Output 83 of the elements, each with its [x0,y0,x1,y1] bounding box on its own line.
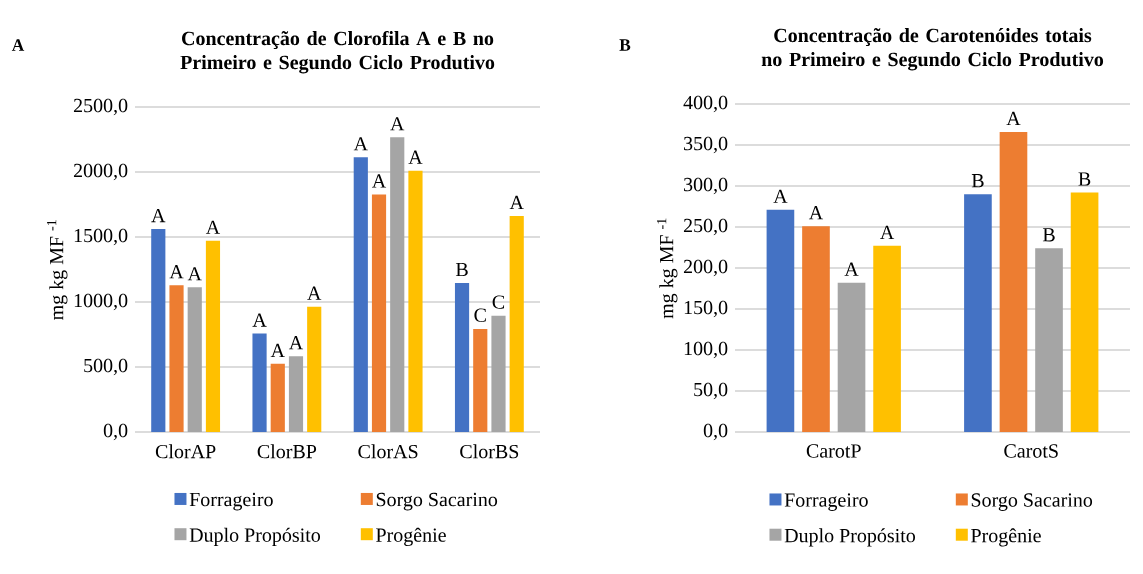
data-label: A [844,262,859,276]
y-axis-title: mg kg MF $^{-1}$ [46,220,68,320]
bar [187,287,202,432]
data-label: A [252,313,267,327]
bar [454,283,470,432]
data-label: B [1078,172,1091,186]
data-label: A [773,189,788,203]
y-tick-label: 350,0 [684,136,728,154]
bar [169,285,184,432]
bar [288,356,304,432]
data-label: A [1006,111,1021,125]
data-label: A [509,195,524,209]
y-tick-label: 100,0 [684,341,728,359]
bar [252,333,267,432]
bar [1035,248,1063,432]
data-label: C [492,295,505,309]
y-tick-label: 1000,0 [74,293,128,311]
legend-label: Duplo Propósito [189,527,321,546]
y-tick-label: 0,0 [103,423,128,441]
x-tick-label: CarotS [1004,444,1058,458]
y-tick-label: 300,0 [684,177,728,195]
bar [307,306,322,432]
bar [353,157,368,432]
chart-title: Concentração de Clorofila A e B no Primeiro e Segundo Ciclo Produtivo [180,30,495,74]
legend-label: Sorgo Sacarino [971,493,1093,511]
bar [802,226,830,432]
bar [491,315,506,432]
data-label: B [455,262,468,277]
data-label: A [187,267,202,281]
chart-title: Concentração de Carotenóides totais no Primeiro e Segundo Ciclo Produtivo [761,28,1104,71]
data-label: A [270,343,285,357]
x-tick-label: ClorAP [155,444,216,459]
legend-label: Forrageiro [784,493,868,511]
y-tick-label: 250,0 [683,218,728,236]
y-axis-title: mg kg MF $^{-1}$ [656,218,678,319]
data-label: B [1042,228,1055,242]
text: A [11,39,25,51]
data-label: A [390,117,405,131]
bar [837,282,866,432]
bar [873,245,901,432]
data-label: A [371,174,387,188]
y-tick-label: 1500,0 [74,228,128,246]
data-label: A [880,225,895,239]
data-label: A [353,137,368,151]
bar [390,137,405,432]
legend-label: Progênie [376,527,446,546]
y-tick-label: 400,0 [683,95,728,113]
x-tick-label: ClorBS [460,444,519,459]
bar [205,240,221,432]
bar [473,328,488,432]
data-label: A [151,208,166,223]
bar [151,229,166,432]
bar [766,209,795,432]
x-tick-label: ClorAS [358,444,418,459]
data-label: A [307,286,322,300]
bar [1070,192,1099,432]
legend-label: Sorgo Sacarino [376,492,498,511]
data-label: A [408,150,423,164]
y-tick-label: 200,0 [683,259,728,277]
y-tick-label: 0,0 [703,423,728,441]
y-tick-label: 2000,0 [73,163,128,181]
y-tick-label: 150,0 [684,300,728,318]
y-tick-label: 50,0 [694,382,728,400]
legend-label: Forrageiro [189,492,273,511]
x-tick-label: CarotP [806,444,861,458]
data-label: B [971,174,984,188]
bar [371,194,387,432]
text: B [619,39,631,51]
data-label: A [808,206,824,220]
bar [408,170,423,432]
bar [964,194,992,432]
data-label: A [205,220,221,234]
data-label: C [474,308,486,322]
x-tick-label: ClorBP [257,444,317,459]
bar [270,363,285,432]
legend-label: Progênie [971,528,1041,547]
bar [999,131,1028,432]
y-tick-label: 500,0 [84,358,128,376]
legend-label: Duplo Propósito [784,528,916,547]
data-label: A [169,265,184,279]
y-tick-label: 2500,0 [73,98,128,116]
data-label: A [288,336,304,350]
bar [509,215,524,432]
